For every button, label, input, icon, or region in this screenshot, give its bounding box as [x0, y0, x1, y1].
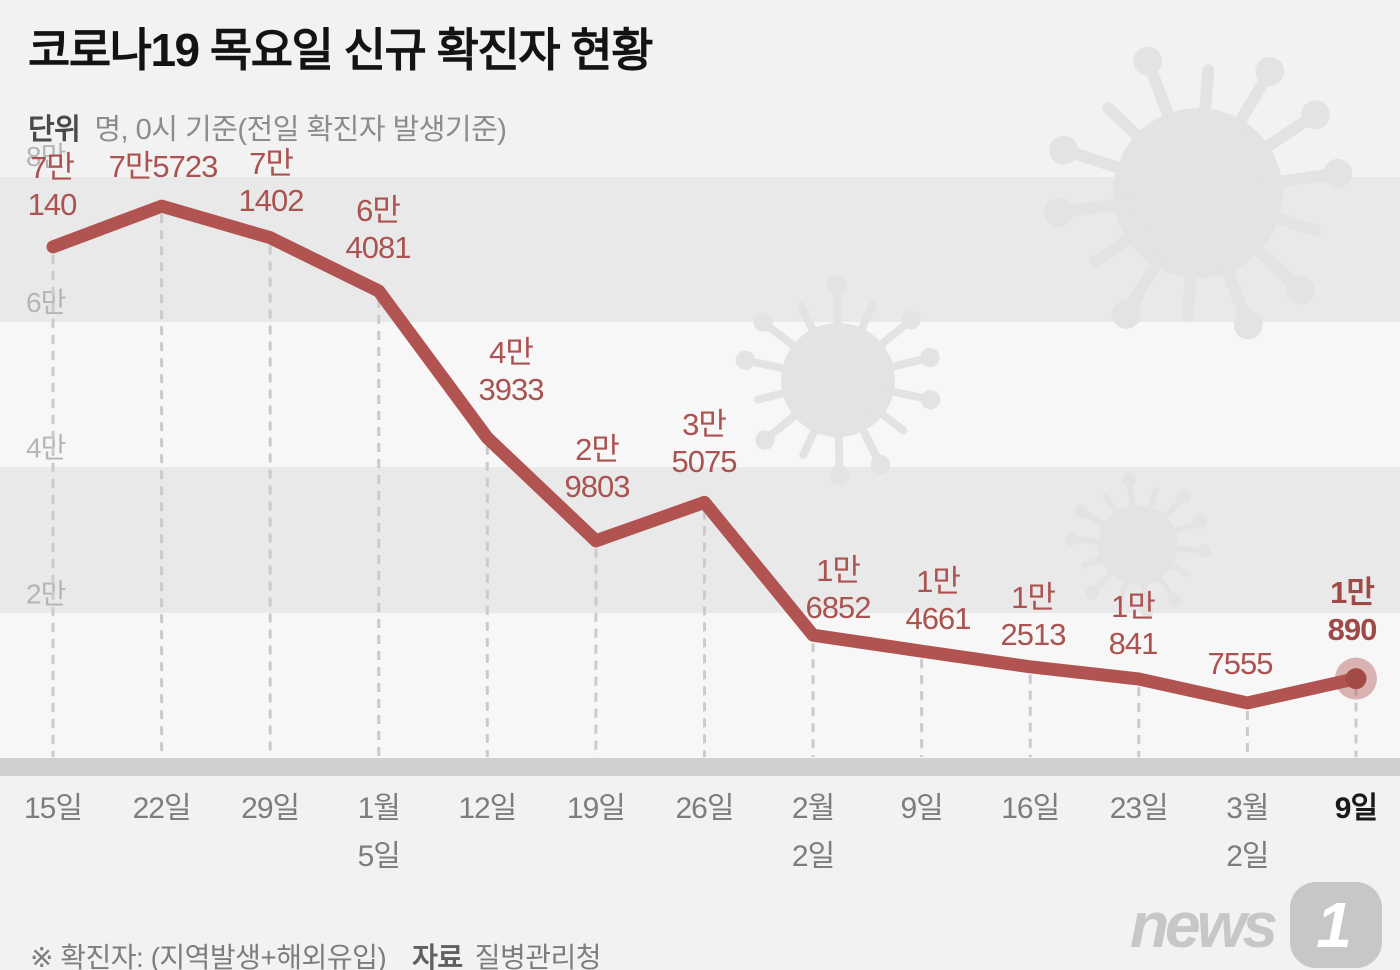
- x-axis-label: 16일: [1001, 792, 1059, 825]
- data-point-label: 7555: [1208, 646, 1273, 681]
- x-axis-label: 5일: [358, 840, 400, 873]
- data-point-label: 5075: [672, 444, 737, 479]
- chart-header: 코로나19 목요일 신규 확진자 현황 단위 명, 0시 기준(전일 확진자 발생…: [28, 14, 653, 148]
- chart-footer: ※ 확진자: (지역발생+해외유입) 자료 질병관리청 news 1: [0, 880, 1400, 970]
- y-axis-tick: 4만: [26, 433, 66, 464]
- data-point-label: 7만5723: [109, 149, 218, 184]
- chart-subtitle: 단위 명, 0시 기준(전일 확진자 발생기준): [28, 106, 652, 148]
- y-axis-tick: 6만: [26, 287, 66, 318]
- y-axis-tick: 8만: [26, 141, 66, 172]
- x-axis-label: 22일: [133, 792, 191, 825]
- news1-logo: news 1: [1130, 882, 1382, 968]
- data-point-label: 841: [1109, 626, 1158, 661]
- subtitle-text: 명, 0시 기준(전일 확진자 발생기준): [94, 114, 507, 146]
- source-name: 질병관리청: [474, 942, 602, 970]
- x-axis-label: 2월: [792, 792, 834, 825]
- data-point-label: 3933: [479, 372, 544, 407]
- data-point-label: 1만: [916, 564, 960, 599]
- data-point-label: 4661: [906, 601, 971, 636]
- x-axis-label: 19일: [567, 792, 625, 825]
- unit-label: 단위: [28, 114, 81, 146]
- series-line: [46, 199, 1363, 710]
- end-marker: [1345, 668, 1367, 690]
- news1-logo-badge: 1: [1290, 882, 1382, 968]
- x-axis-label: 23일: [1110, 792, 1168, 825]
- data-point-label: 3만: [682, 407, 726, 442]
- footnote: ※ 확진자: (지역발생+해외유입) 자료 질병관리청: [30, 936, 602, 970]
- data-point-label: 2513: [1001, 617, 1066, 652]
- data-point-label: 1402: [239, 183, 304, 218]
- data-point-label: 4만: [489, 335, 533, 370]
- x-axis-label: 2일: [1226, 840, 1268, 873]
- x-axis-label: 29일: [241, 792, 299, 825]
- x-axis-label: 9일: [900, 792, 942, 825]
- data-point-label: 6만: [356, 193, 400, 228]
- data-point-label: 6852: [806, 590, 871, 625]
- data-point-label: 7만: [249, 146, 293, 181]
- y-axis-tick: 2만: [26, 578, 66, 609]
- x-axis-label: 12일: [458, 792, 516, 825]
- chart-band: [0, 322, 1400, 467]
- data-point-label: 7만: [30, 150, 74, 185]
- data-point-label: 1만: [1330, 575, 1374, 610]
- data-point-label: 9803: [565, 469, 630, 504]
- x-axis-label: 2일: [792, 840, 834, 873]
- virus-icon: [1065, 472, 1211, 618]
- data-point-label: 1만: [1111, 589, 1155, 624]
- data-point-label: 140: [28, 187, 77, 222]
- data-point-label: 2만: [575, 432, 619, 467]
- x-axis-label: 1월: [358, 792, 400, 825]
- data-point-label: 890: [1328, 612, 1377, 647]
- virus-icon: [735, 275, 941, 485]
- news1-logo-text: news: [1129, 889, 1278, 961]
- x-axis-strip: [0, 758, 1400, 776]
- x-axis-label: 15일: [24, 792, 82, 825]
- x-axis-label: 9일: [1335, 792, 1377, 825]
- data-point-label: 1만: [1011, 580, 1055, 615]
- data-point-label: 1만: [816, 553, 860, 588]
- x-axis-label: 3월: [1226, 792, 1268, 825]
- note-text: ※ 확진자: (지역발생+해외유입): [30, 942, 387, 970]
- page-title: 코로나19 목요일 신규 확진자 현황: [28, 24, 653, 76]
- source-label: 자료: [412, 942, 463, 970]
- chart-band: [0, 467, 1400, 613]
- x-axis-label: 26일: [675, 792, 733, 825]
- data-point-label: 4081: [346, 230, 411, 265]
- virus-icon: [1043, 46, 1353, 340]
